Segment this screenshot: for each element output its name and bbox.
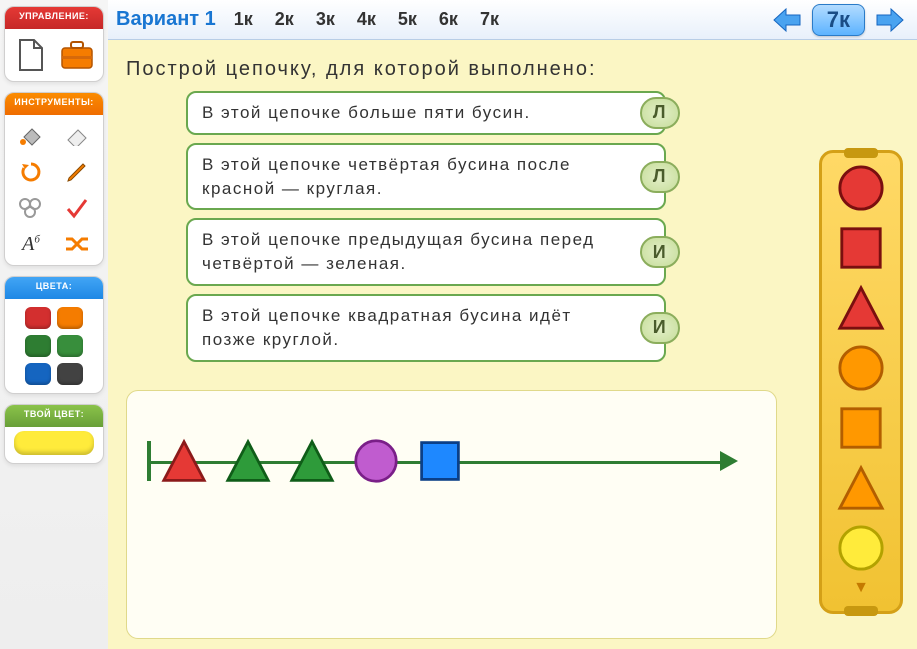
chain-bead[interactable] [225,438,271,484]
color-swatch[interactable] [25,335,51,357]
text-style-icon[interactable]: Aб [15,231,47,257]
canvas: Построй цепочку, для которой выполнено: … [108,40,917,649]
variant-label: Вариант 1 [116,8,216,31]
condition-badge: И [640,236,680,268]
management-header: УПРАВЛЕНИЕ: [5,7,103,29]
condition-box: В этой цепочке четвёртая бусина после кр… [186,143,666,211]
palette-shape[interactable] [836,463,886,513]
condition-box: В этой цепочке квадратная бусина идёт по… [186,294,666,362]
eraser-icon[interactable] [61,123,93,149]
nav-current-pill: 7к [812,4,865,36]
briefcase-icon[interactable] [59,37,95,73]
management-panel: УПРАВЛЕНИЕ: [4,6,104,82]
work-area[interactable] [126,390,777,639]
your-color-swatch[interactable] [14,431,94,455]
tab-k[interactable]: 2к [271,7,298,32]
nav-next-button[interactable] [871,5,909,35]
color-swatch[interactable] [25,307,51,329]
chain-bead[interactable] [417,438,463,484]
colors-header: ЦВЕТА: [5,277,103,299]
chain-arrow-icon [720,451,738,471]
shape-palette: ▼ [819,150,903,614]
palette-shape[interactable] [836,223,886,273]
chain-bead[interactable] [353,438,399,484]
condition-box: В этой цепочке предыдущая бусина перед ч… [186,218,666,286]
prompt-text: Построй цепочку, для которой выполнено: [126,58,917,81]
tab-k[interactable]: 4к [353,7,380,32]
chain-bead[interactable] [161,438,207,484]
shuffle-icon[interactable] [61,231,93,257]
your-color-panel: ТВОЙ ЦВЕТ: [4,404,104,464]
condition-badge: Л [640,161,680,193]
tab-k[interactable]: 7к [476,7,503,32]
color-swatch[interactable] [57,363,83,385]
tab-k[interactable]: 3к [312,7,339,32]
topbar: Вариант 1 1к 2к 3к 4к 5к 6к 7к 7к [108,0,917,40]
palette-shape[interactable] [836,163,886,213]
palette-scroll-down-icon[interactable]: ▼ [853,579,869,597]
condition-badge: И [640,312,680,344]
color-swatch[interactable] [57,307,83,329]
tab-k[interactable]: 6к [435,7,462,32]
your-color-header: ТВОЙ ЦВЕТ: [5,405,103,427]
pencil-icon[interactable] [61,159,93,185]
tools-header: ИНСТРУМЕНТЫ: [5,93,103,115]
tab-k[interactable]: 1к [230,7,257,32]
stamp-icon[interactable] [15,195,47,221]
colors-panel: ЦВЕТА: [4,276,104,394]
sidebar: УПРАВЛЕНИЕ: ИНСТРУМЕНТЫ: Aб [0,0,108,649]
checkmark-icon[interactable] [61,195,93,221]
chain-bead[interactable] [289,438,335,484]
condition-badge: Л [640,97,680,129]
palette-shape[interactable] [836,343,886,393]
bead-chain [147,431,756,491]
new-file-icon[interactable] [13,37,49,73]
palette-shape[interactable] [836,403,886,453]
tools-panel: ИНСТРУМЕНТЫ: Aб [4,92,104,266]
color-swatch[interactable] [57,335,83,357]
reload-icon[interactable] [15,159,47,185]
tab-k[interactable]: 5к [394,7,421,32]
palette-shape[interactable] [836,283,886,333]
condition-box: В этой цепочке больше пяти бусин.Л [186,91,666,135]
color-swatch[interactable] [25,363,51,385]
fill-bucket-icon[interactable] [15,123,47,149]
nav-prev-button[interactable] [768,5,806,35]
palette-shape[interactable] [836,523,886,573]
